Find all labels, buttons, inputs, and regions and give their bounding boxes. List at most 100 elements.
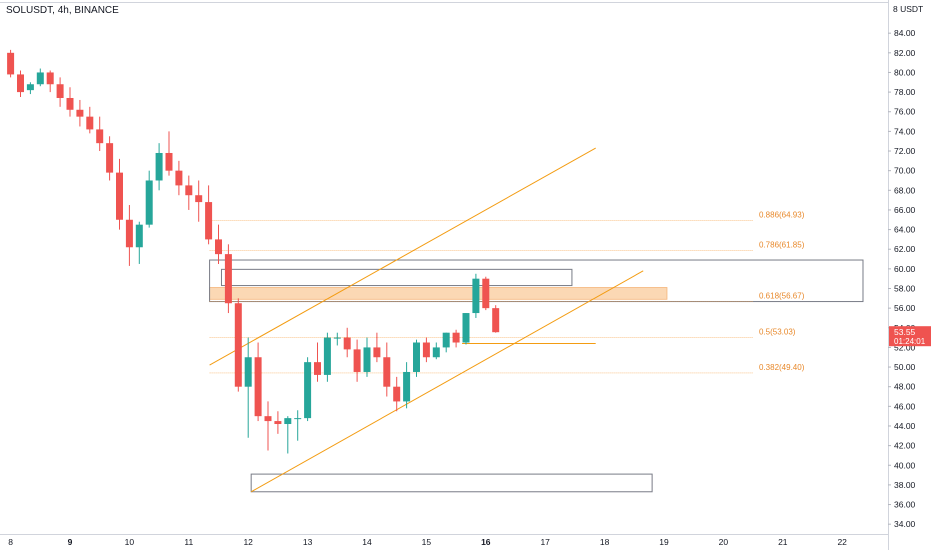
fib-label-0.382: 0.382(49.40) bbox=[759, 363, 805, 372]
candle-body[interactable] bbox=[264, 416, 272, 422]
time-tick-label: 18 bbox=[600, 537, 610, 547]
price-tick-label: 52.00 bbox=[894, 342, 916, 352]
current-price-tag[interactable] bbox=[889, 326, 931, 347]
header-separator: , bbox=[52, 5, 58, 16]
candle-body[interactable] bbox=[284, 418, 292, 425]
candle-body[interactable] bbox=[462, 313, 470, 343]
price-tick-label: 66.00 bbox=[894, 205, 916, 215]
candle-body[interactable] bbox=[66, 97, 74, 110]
price-tick-label: 78.00 bbox=[894, 87, 916, 97]
price-tick-label: 44.00 bbox=[894, 421, 916, 431]
price-tick-label: 82.00 bbox=[894, 48, 916, 58]
candle-body[interactable] bbox=[185, 185, 193, 196]
price-tick-label: 34.00 bbox=[894, 519, 916, 529]
candle-body[interactable] bbox=[393, 386, 401, 402]
candle-body[interactable] bbox=[165, 152, 173, 171]
candle-body[interactable] bbox=[224, 254, 232, 304]
candle-body[interactable] bbox=[373, 347, 381, 358]
price-axis-bg bbox=[888, 0, 932, 550]
time-tick-label: 19 bbox=[659, 537, 669, 547]
price-tick-label: 40.00 bbox=[894, 460, 916, 470]
candle-body[interactable] bbox=[403, 371, 411, 402]
candle-body[interactable] bbox=[333, 337, 341, 339]
price-tick-label: 70.00 bbox=[894, 166, 916, 176]
price-axis[interactable]: 8 USDT 34.00 36.00 38.00 40.00 42.00 44.00 46.0… bbox=[888, 0, 932, 550]
candle-body[interactable] bbox=[323, 337, 331, 375]
candle-body[interactable] bbox=[96, 129, 104, 144]
candle-body[interactable] bbox=[482, 278, 490, 309]
candle-body[interactable] bbox=[343, 337, 351, 350]
candle-body[interactable] bbox=[125, 219, 133, 248]
channel-line-upper[interactable] bbox=[209, 147, 596, 366]
price-tick-label: 60.00 bbox=[894, 264, 916, 274]
zone-box-3[interactable] bbox=[250, 473, 653, 493]
price-tick-label: 64.00 bbox=[894, 225, 916, 235]
candle-body[interactable] bbox=[314, 362, 321, 375]
price-tick-label: 48.00 bbox=[894, 382, 916, 392]
candle-body[interactable] bbox=[383, 357, 391, 387]
price-tick-label: 84.00 bbox=[894, 28, 916, 38]
time-tick-label: 8 bbox=[8, 537, 13, 547]
candle-body[interactable] bbox=[215, 239, 222, 255]
time-tick-label: 12 bbox=[243, 537, 253, 547]
zone-box-2[interactable] bbox=[220, 268, 573, 287]
time-tick-label: 9 bbox=[68, 537, 73, 547]
candle-body[interactable] bbox=[205, 202, 213, 240]
candle-body[interactable] bbox=[413, 342, 420, 372]
fib-label-0.5: 0.5(53.03) bbox=[759, 327, 796, 336]
candle-body[interactable] bbox=[304, 362, 312, 419]
candle-body[interactable] bbox=[472, 278, 480, 314]
price-tick-label: 68.00 bbox=[894, 185, 916, 195]
candle-body[interactable] bbox=[244, 357, 252, 387]
candle-body[interactable] bbox=[106, 143, 114, 173]
symbol-label[interactable]: SOLUSDT bbox=[6, 5, 53, 16]
supply-zone[interactable] bbox=[209, 287, 668, 300]
candle-body[interactable] bbox=[155, 152, 163, 181]
candle-body[interactable] bbox=[442, 332, 450, 348]
trendlines-layer bbox=[209, 147, 644, 493]
candle-body[interactable] bbox=[195, 195, 203, 203]
fib-label-0.618: 0.618(56.67) bbox=[759, 292, 805, 301]
price-tick-label: 46.00 bbox=[894, 401, 916, 411]
candle-body[interactable] bbox=[145, 180, 153, 225]
candle-body[interactable] bbox=[363, 347, 371, 372]
candle-body[interactable] bbox=[135, 224, 143, 248]
candle-body[interactable] bbox=[452, 332, 460, 343]
candle-body[interactable] bbox=[7, 52, 15, 75]
time-tick-label: 21 bbox=[778, 537, 788, 547]
chart-header: SOLUSDT, 4h, BINANCE bbox=[6, 5, 119, 16]
candle-body[interactable] bbox=[36, 72, 44, 85]
time-axis[interactable]: 8 9 10 11 12 13 14 15 16 17 18 19 20 21 22 bbox=[0, 534, 888, 550]
candle-body[interactable] bbox=[432, 347, 440, 358]
candle-body[interactable] bbox=[76, 109, 84, 117]
candle-body[interactable] bbox=[116, 172, 123, 220]
fib-layer: 0.886(64.93) 0.786(61.85) 0.618(56.67) 0.5(… bbox=[209, 210, 805, 374]
candle-body[interactable] bbox=[422, 342, 430, 358]
candle-body[interactable] bbox=[353, 349, 361, 372]
candle-body[interactable] bbox=[17, 74, 24, 93]
channel-line-lower[interactable] bbox=[250, 270, 644, 493]
candle-body[interactable] bbox=[175, 170, 183, 186]
time-tick-label: 15 bbox=[422, 537, 432, 547]
price-tick-label: 72.00 bbox=[894, 146, 916, 156]
candle-body[interactable] bbox=[46, 72, 54, 85]
fib-label-0.786: 0.786(61.85) bbox=[759, 241, 805, 250]
candle-body[interactable] bbox=[26, 84, 34, 91]
candle-body[interactable] bbox=[86, 116, 94, 130]
candle-body[interactable] bbox=[254, 357, 262, 417]
candle-body[interactable] bbox=[294, 418, 302, 420]
header-separator: , bbox=[68, 5, 75, 16]
candle-body[interactable] bbox=[234, 303, 242, 387]
candle-body[interactable] bbox=[274, 421, 282, 425]
interval-label[interactable]: 4h bbox=[57, 5, 69, 16]
candles-layer bbox=[7, 49, 500, 454]
price-tick-label: 36.00 bbox=[894, 500, 916, 510]
price-tick-label: 58.00 bbox=[894, 284, 916, 294]
time-tick-label: 20 bbox=[719, 537, 729, 547]
candle-body[interactable] bbox=[492, 308, 500, 333]
price-axis-currency: 8 USDT bbox=[893, 4, 923, 14]
price-tick-label: 62.00 bbox=[894, 244, 916, 254]
candle-body[interactable] bbox=[56, 84, 64, 98]
fib-label-0.886: 0.886(64.93) bbox=[759, 210, 805, 219]
